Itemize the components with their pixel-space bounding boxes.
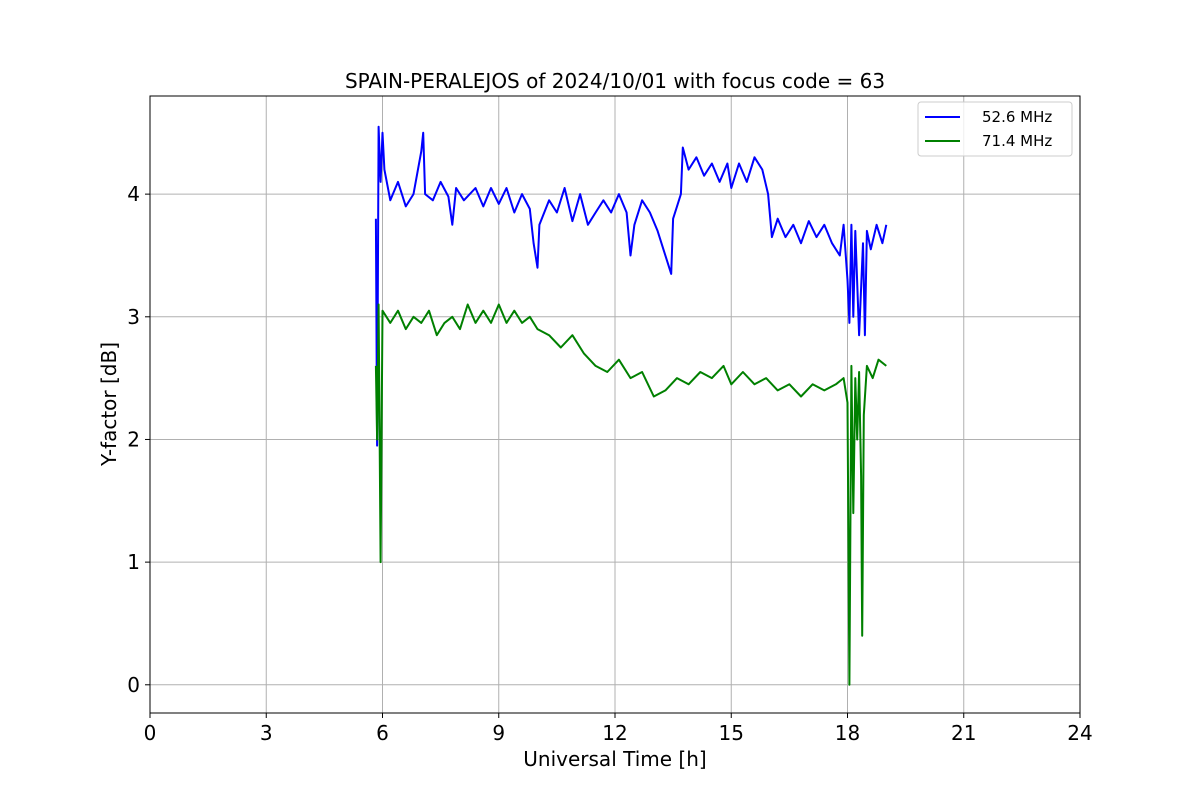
y-tick-label: 3 bbox=[127, 305, 140, 329]
x-tick-label: 18 bbox=[835, 721, 860, 745]
legend: 52.6 MHz 71.4 MHz bbox=[917, 101, 1073, 157]
x-tick-label: 6 bbox=[376, 721, 389, 745]
legend-frame bbox=[917, 101, 1073, 157]
series-line-71-4-mhz bbox=[374, 303, 887, 686]
y-axis: 0 1 2 3 4 bbox=[127, 182, 150, 697]
x-axis: 0 3 6 9 12 15 18 21 24 bbox=[144, 713, 1093, 745]
x-tick-label: 24 bbox=[1067, 721, 1092, 745]
x-tick-label: 12 bbox=[602, 721, 627, 745]
x-tick-label: 3 bbox=[260, 721, 273, 745]
y-tick-label: 1 bbox=[127, 550, 140, 574]
x-tick-label: 0 bbox=[144, 721, 157, 745]
y-tick-label: 0 bbox=[127, 673, 140, 697]
grid-lines bbox=[149, 96, 1081, 713]
x-tick-label: 21 bbox=[951, 721, 976, 745]
series-line-52-6-mhz bbox=[374, 125, 888, 447]
y-tick-label: 4 bbox=[127, 182, 140, 206]
y-tick-label: 2 bbox=[127, 427, 140, 451]
x-tick-label: 9 bbox=[492, 721, 505, 745]
x-axis-label: Universal Time [h] bbox=[523, 747, 706, 771]
chart-title: SPAIN-PERALEJOS of 2024/10/01 with focus… bbox=[345, 69, 885, 93]
legend-label-71-4-mhz: 71.4 MHz bbox=[982, 132, 1052, 150]
series-layer bbox=[374, 125, 888, 686]
legend-label-52-6-mhz: 52.6 MHz bbox=[982, 108, 1052, 126]
x-tick-label: 15 bbox=[719, 721, 744, 745]
y-axis-label: Y-factor [dB] bbox=[97, 342, 121, 467]
